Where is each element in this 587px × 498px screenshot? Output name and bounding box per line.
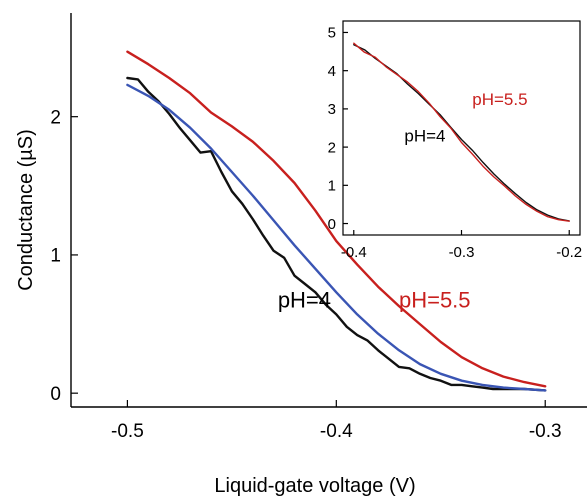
inset-y-tick-label: 4	[328, 63, 336, 80]
inset-annotation-label: pH=5.5	[472, 90, 527, 109]
inset-plot: -0.4 -0.3 -0.2 0 1 2 3 4 5 pH=5.5 pH=4	[328, 20, 582, 261]
main-annotation-label: pH=4	[278, 287, 331, 312]
main-x-tick-label: -0.5	[111, 421, 144, 442]
inset-series-line-ph55	[353, 42, 570, 222]
main-series-line-fit	[126, 83, 547, 392]
inset-y-tick-label: 5	[328, 25, 336, 42]
inset-x-tick-label: -0.2	[556, 244, 582, 261]
inset-y-tick-label: 2	[328, 139, 336, 156]
main-x-tick-label: -0.3	[529, 421, 562, 442]
y-axis-title: Conductance (µS)	[15, 129, 37, 291]
main-annotation-label: pH=5.5	[399, 287, 471, 312]
main-plot: -0.5 -0.4 -0.3 0 1 2 Liquid-gate voltage (V) Co…	[15, 13, 587, 497]
main-y-tick-label: 1	[50, 246, 61, 267]
inset-annotation-label: pH=4	[404, 126, 445, 145]
main-y-tick-label: 2	[50, 107, 61, 128]
inset-x-tick-label: -0.3	[449, 244, 475, 261]
inset-x-tick-label: -0.4	[341, 244, 367, 261]
x-axis-title: Liquid-gate voltage (V)	[214, 475, 415, 497]
main-series-line-ph4	[126, 76, 547, 392]
main-series-line-ph55	[126, 50, 547, 388]
inset-y-tick-label: 3	[328, 101, 336, 118]
inset-y-tick-label: 0	[328, 216, 336, 233]
main-x-tick-label: -0.4	[320, 421, 353, 442]
main-y-tick-label: 0	[50, 384, 61, 405]
inset-y-tick-label: 1	[328, 178, 336, 195]
inset-frame	[342, 20, 581, 236]
